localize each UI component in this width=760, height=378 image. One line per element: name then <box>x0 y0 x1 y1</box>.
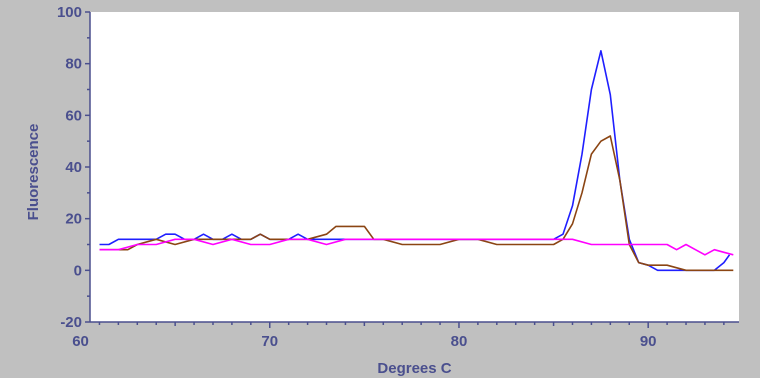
y-tick-label: 80 <box>65 56 82 73</box>
y-tick-label: 100 <box>57 4 82 21</box>
x-tick-label: 90 <box>640 333 657 350</box>
y-tick-label: 40 <box>65 159 82 176</box>
series-line-2 <box>99 135 734 272</box>
y-tick-label: 0 <box>74 262 82 279</box>
x-axis: 60 70 80 90 <box>72 322 725 350</box>
plot-area <box>90 12 739 322</box>
x-tick-label: 70 <box>261 333 278 350</box>
series-line-3 <box>99 238 734 256</box>
y-tick-label: 60 <box>65 107 82 124</box>
x-axis-title: Degrees C <box>377 360 451 377</box>
y-axis: -20 0 20 40 60 80 100 <box>57 4 90 331</box>
y-axis-title: Fluorescence <box>25 124 42 221</box>
x-tick-label: 60 <box>72 333 89 350</box>
x-tick-label: 80 <box>451 333 468 350</box>
series-group <box>99 49 734 272</box>
y-tick-label: -20 <box>60 314 82 331</box>
y-tick-label: 20 <box>65 211 82 228</box>
